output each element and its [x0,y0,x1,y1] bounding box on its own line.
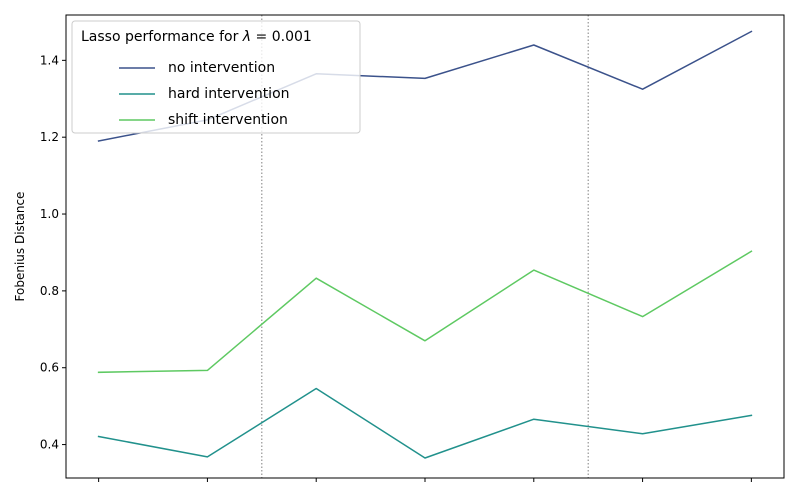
legend-entry-shift-intervention: shift intervention [168,112,288,128]
legend-box [71,20,361,134]
y-tick-label: 0.8 [40,284,59,298]
legend-title: Lasso performance for λ = 0.001 [81,29,312,45]
y-axis-label: Fobenius Distance [13,192,27,302]
series-line-shift-intervention [97,250,753,374]
y-tick-label: 1.4 [40,53,59,67]
y-tick-label: 0.6 [40,361,59,375]
legend-title-prefix: Lasso performance for [81,29,243,45]
legend-title-suffix: = 0.001 [251,29,312,45]
legend-entry-no-intervention: no intervention [168,60,275,76]
legend-title-lambda: λ [242,29,251,45]
legend-entry-hard-intervention: hard intervention [168,86,290,102]
y-tick-label: 1.0 [40,207,59,221]
legend: Lasso performance for λ = 0.001 no inter… [71,20,361,134]
series-line-hard-intervention [97,387,753,459]
y-tick-label: 1.2 [40,130,59,144]
y-tick-label: 0.4 [40,438,59,452]
ticks-layer: 0.4 0.6 0.8 1.0 1.2 1.4 [40,53,752,482]
